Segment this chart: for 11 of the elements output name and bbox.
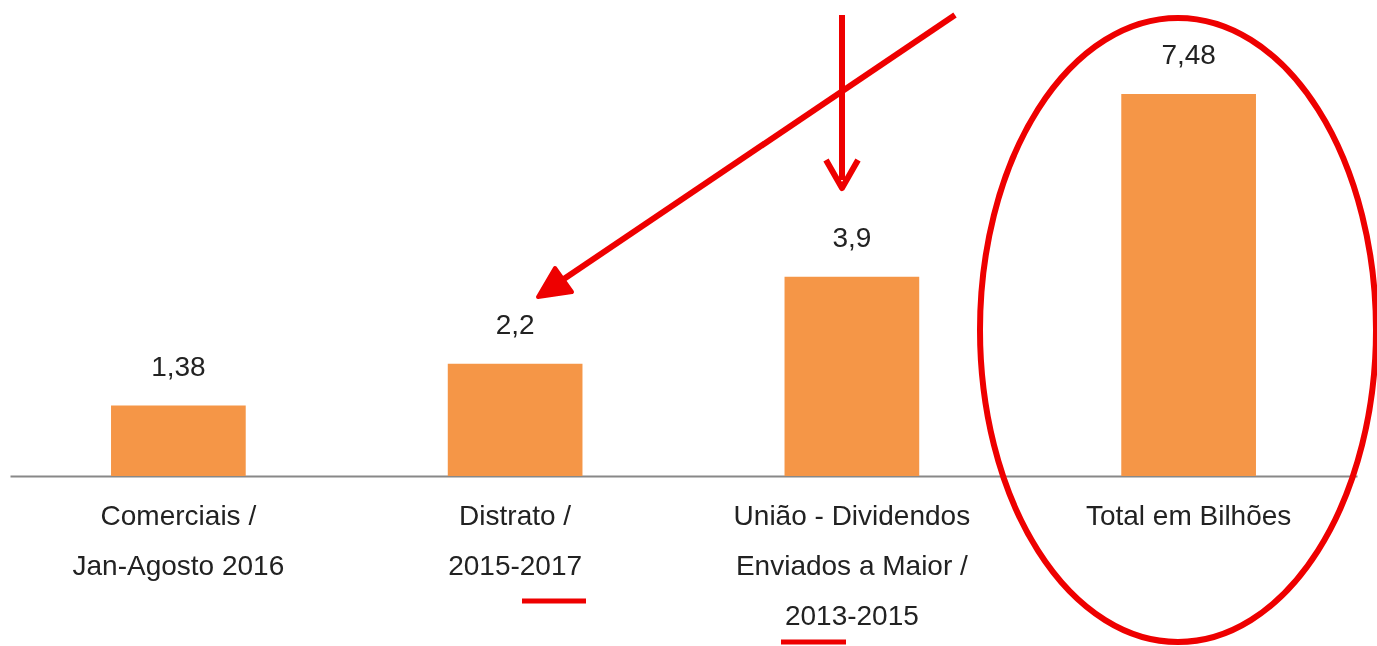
data-label: 3,9 — [832, 221, 872, 253]
data-label: 2,2 — [495, 308, 535, 340]
data-label: 7,48 — [1161, 39, 1216, 71]
x-tick-label: Comerciais / Jan-Agosto 2016 — [72, 499, 285, 581]
bar — [447, 363, 583, 476]
bar — [111, 405, 246, 476]
x-tick-label: União - Dividendos Enviados a Maior / 2013-2015 — [733, 499, 971, 631]
data-label: 1,38 — [151, 350, 206, 382]
x-tick-label: Total em Bilhões — [1085, 499, 1292, 531]
x-tick-label: Distrato / 2015-2017 — [448, 499, 583, 581]
bar — [1121, 94, 1256, 476]
